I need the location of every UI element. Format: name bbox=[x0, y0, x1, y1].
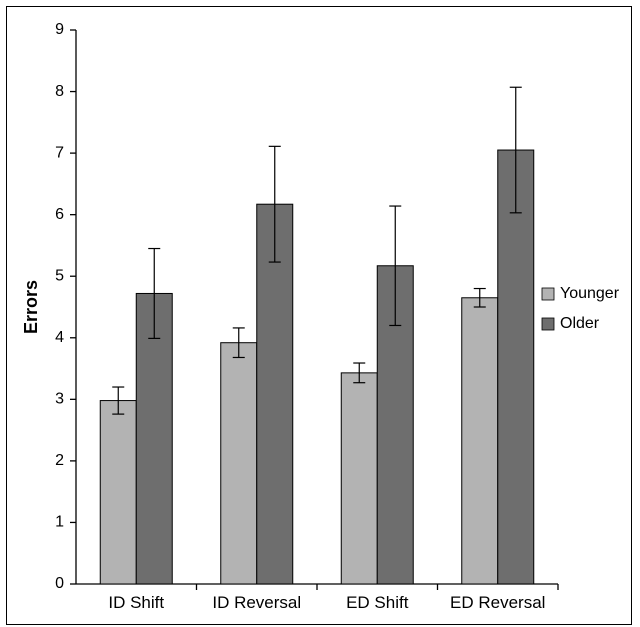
y-tick-label: 2 bbox=[55, 452, 64, 469]
y-tick-label: 5 bbox=[55, 267, 64, 284]
bars bbox=[99, 149, 535, 585]
y-tick-label: 6 bbox=[55, 206, 64, 223]
legend-swatch-older bbox=[541, 317, 555, 331]
y-ticks: 0 1 2 3 4 5 6 7 8 9 bbox=[55, 21, 76, 592]
legend-label-younger: Younger bbox=[560, 285, 620, 302]
legend-label-older: Older bbox=[560, 315, 600, 332]
y-tick-label: 3 bbox=[55, 391, 64, 408]
category-label: ED Reversal bbox=[450, 593, 545, 612]
y-tick-label: 1 bbox=[55, 514, 64, 531]
category-label: ID Reversal bbox=[212, 593, 301, 612]
y-tick-label: 7 bbox=[55, 144, 64, 161]
category-label: ID Shift bbox=[108, 593, 164, 612]
bar-younger-0 bbox=[99, 400, 137, 585]
category-labels: ID Shift ID Reversal ED Shift ED Reversal bbox=[108, 593, 545, 612]
y-tick-label: 0 bbox=[55, 575, 64, 592]
bar-older-0 bbox=[135, 292, 173, 585]
y-tick-label: 9 bbox=[55, 21, 64, 38]
bar-younger-3 bbox=[461, 297, 499, 585]
error-bars bbox=[112, 86, 522, 415]
y-tick-label: 8 bbox=[55, 83, 64, 100]
y-axis-title: Errors bbox=[21, 280, 41, 334]
y-tick-label: 4 bbox=[55, 329, 64, 346]
category-label: ED Shift bbox=[346, 593, 409, 612]
bar-older-3 bbox=[497, 149, 535, 585]
legend-swatch-younger bbox=[541, 287, 555, 301]
bar-older-1 bbox=[256, 203, 294, 585]
bar-younger-2 bbox=[340, 372, 378, 585]
legend: Younger Older bbox=[541, 285, 620, 332]
bar-younger-1 bbox=[220, 342, 258, 585]
